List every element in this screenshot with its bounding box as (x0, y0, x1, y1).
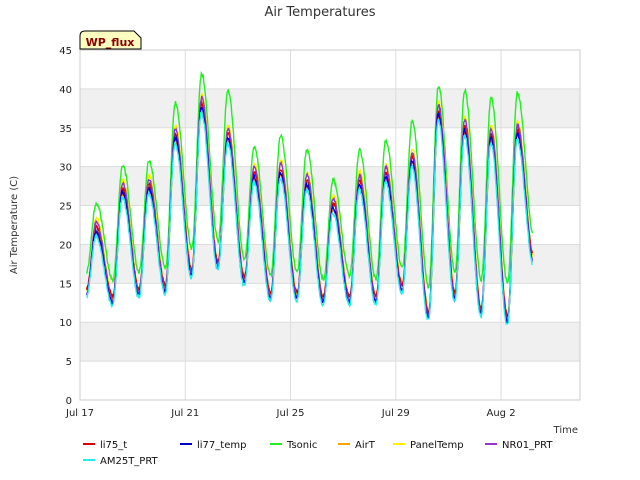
x-tick-label: Jul 25 (276, 408, 305, 419)
site-badge-shape (79, 30, 142, 50)
legend-label: li77_temp (197, 440, 246, 451)
legend-label: AirT (355, 440, 376, 451)
series-line-am25t-prt (86, 109, 534, 325)
x-tick-label: Jul 21 (170, 408, 199, 419)
site-badge: WP_flux (79, 30, 142, 50)
legend: li75_t li77_temp Tsonic AirT PanelTemp NR01_P… (83, 440, 553, 467)
plot-frame (79, 49, 581, 401)
y-tick-label: 20 (59, 240, 72, 251)
y-tick-label: 0 (66, 396, 72, 407)
y-axis-title: Air Temperature (C) (9, 176, 20, 274)
x-tick-label: Jul 29 (381, 408, 410, 419)
series-lines (85, 70, 534, 325)
legend-label: li75_t (100, 440, 127, 451)
legend-label: NR01_PRT (502, 440, 553, 451)
legend-item-li75-t: li75_t (83, 440, 127, 451)
x-tick-label: Aug 2 (487, 408, 516, 419)
legend-label: AM25T_PRT (100, 456, 159, 467)
y-tick-label: 10 (59, 318, 72, 329)
x-axis-title: Time (553, 425, 578, 436)
y-tick-label: 30 (59, 163, 72, 174)
legend-item-tsonic: Tsonic (270, 440, 317, 451)
plot-band (80, 88, 580, 128)
legend-item-li77-temp: li77_temp (180, 440, 246, 451)
y-tick-label: 15 (59, 279, 72, 290)
legend-item-am25t-prt: AM25T_PRT (83, 456, 159, 467)
legend-item-airt: AirT (338, 440, 376, 451)
y-tick-label: 5 (66, 357, 72, 368)
plot-band (80, 322, 580, 362)
y-tick-label: 35 (59, 124, 72, 135)
chart-title: Air Temperatures (264, 5, 375, 20)
series-line-tsonic (85, 70, 534, 289)
site-badge-label: WP_flux (86, 36, 135, 49)
legend-label: Tsonic (286, 440, 317, 451)
y-tick-label: 25 (59, 202, 72, 213)
legend-item-nr01-prt: NR01_PRT (485, 440, 553, 451)
y-tick-label: 40 (59, 85, 72, 96)
legend-item-paneltemp: PanelTemp (393, 440, 464, 451)
legend-label: PanelTemp (410, 440, 464, 451)
x-axis-ticks: Jul 17 Jul 21 Jul 25 Jul 29 Aug 2 (65, 408, 516, 419)
x-tick-label: Jul 17 (65, 408, 94, 419)
y-tick-label: 45 (59, 46, 72, 57)
y-axis-ticks: 0 5 10 15 20 25 30 35 40 45 (59, 46, 72, 407)
